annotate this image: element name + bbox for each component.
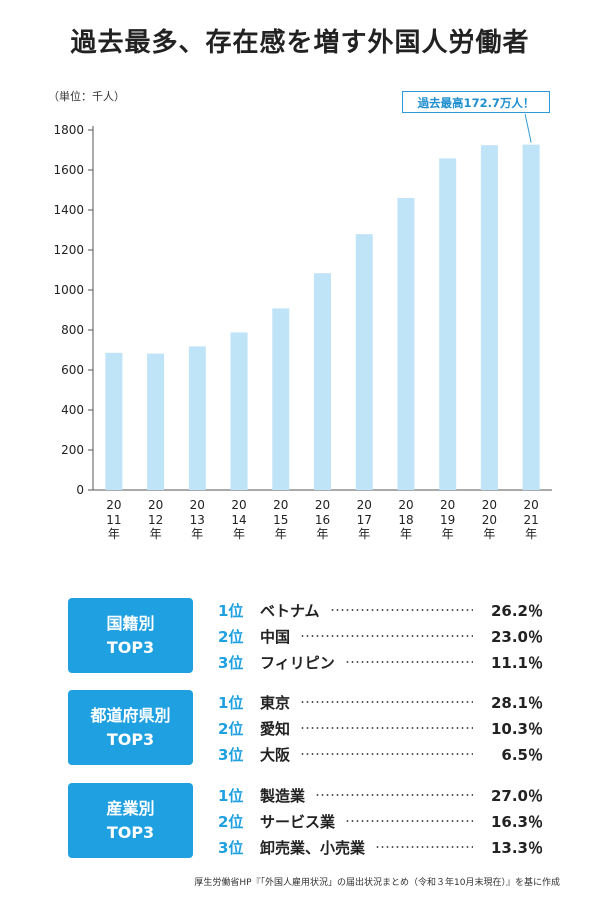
- x-tick-label: 2016年: [314, 498, 331, 541]
- ranking-row: 3位 フィリピン 11.1％: [218, 650, 543, 674]
- leader-dots: [375, 846, 473, 848]
- y-tick-label: 1200: [53, 243, 84, 257]
- bar: [314, 273, 331, 490]
- rank-value: 10.3％: [490, 719, 543, 738]
- x-tick-label: 2013年: [189, 498, 205, 541]
- rank-name: フィリピン: [260, 653, 335, 672]
- rank: 1位: [218, 693, 244, 712]
- rank-name: ベトナム: [260, 601, 320, 620]
- rank: 2位: [218, 719, 244, 738]
- rank-value: 13.3％: [490, 838, 543, 857]
- ranking-prefecture: 都道府県別 TOP3 1位 東京 28.1％ 2位 愛知 10.3％ 3位 大阪…: [68, 690, 558, 770]
- y-tick-label: 0: [76, 483, 84, 497]
- ranking-nationality: 国籍別 TOP3 1位 ベトナム 26.2％ 2位 中国 23.0％ 3位 フィ…: [68, 598, 558, 678]
- ranking-title: 都道府県別: [90, 705, 171, 725]
- x-tick-label: 2015年: [273, 498, 289, 541]
- y-tick-label: 1600: [53, 163, 84, 177]
- y-tick-label: 800: [61, 323, 84, 337]
- rank-value: 16.3％: [490, 812, 543, 831]
- rank-value: 6.5％: [501, 745, 543, 764]
- rank: 3位: [218, 653, 244, 672]
- ranking-row: 2位 サービス業 16.3％: [218, 809, 543, 833]
- leader-dots: [344, 661, 473, 663]
- ranking-title: 産業別: [106, 798, 155, 818]
- rank-value: 28.1％: [490, 693, 543, 712]
- rank: 1位: [218, 786, 244, 805]
- page-title: 過去最多、存在感を増す外国人労働者: [70, 28, 530, 58]
- rank-name: 大阪: [260, 745, 291, 764]
- bar: [522, 144, 540, 490]
- rank: 3位: [218, 838, 244, 857]
- rank: 2位: [218, 812, 244, 831]
- x-tick-label: 2021年: [523, 498, 539, 541]
- x-tick-label: 2019年: [440, 498, 456, 541]
- x-tick-label: 2018年: [398, 498, 414, 541]
- ranking-row: 3位 卸売業、小売業 13.3％: [218, 835, 543, 859]
- rank-name: サービス業: [260, 812, 336, 831]
- ranking-row: 1位 東京 28.1％: [218, 690, 543, 714]
- y-tick-label: 1800: [53, 123, 84, 137]
- x-tick-label: 2011年: [106, 498, 122, 541]
- rank-name: 卸売業、小売業: [260, 838, 366, 857]
- ranking-row: 2位 中国 23.0％: [218, 624, 543, 648]
- ranking-badge: 産業別 TOP3: [68, 783, 193, 858]
- ranking-row: 2位 愛知 10.3％: [218, 716, 543, 740]
- leader-dots: [300, 753, 473, 755]
- ranking-industry: 産業別 TOP3 1位 製造業 27.0％ 2位 サービス業 16.3％ 3位 …: [68, 783, 558, 863]
- ranking-badge: 国籍別 TOP3: [68, 598, 193, 673]
- bar: [188, 346, 206, 490]
- y-tick-label: 600: [61, 363, 84, 377]
- rank-value: 11.1％: [490, 653, 543, 672]
- leader-dots: [300, 701, 473, 703]
- y-tick-label: 400: [61, 403, 84, 417]
- bar: [147, 353, 165, 490]
- ranking-subtitle: TOP3: [106, 729, 155, 749]
- callout-pointer: [524, 113, 532, 143]
- bar: [355, 234, 373, 490]
- bar-chart: 0 200 400 600 800 1000 1200 1400 1600 1800: [53, 113, 552, 497]
- leader-dots: [300, 635, 473, 637]
- source-note: 厚生労働省HP『「外国人雇用状況」の届出状況まとめ（令和３年10月末現在）』を基…: [194, 878, 560, 888]
- rank-value: 26.2％: [490, 601, 543, 620]
- rank-name: 東京: [260, 693, 291, 712]
- rank-name: 愛知: [260, 719, 291, 738]
- bar: [397, 198, 415, 490]
- bar: [439, 158, 457, 490]
- max-callout: 過去最高172.7万人！: [402, 91, 550, 113]
- rank-name: 中国: [260, 627, 291, 646]
- rank-value: 27.0％: [490, 786, 543, 805]
- ranking-subtitle: TOP3: [106, 822, 155, 842]
- rank-value: 23.0％: [490, 627, 543, 646]
- bar: [480, 145, 498, 490]
- unit-label: （単位：千人）: [48, 90, 125, 103]
- rank: 2位: [218, 627, 244, 646]
- ranking-badge: 都道府県別 TOP3: [68, 690, 193, 765]
- ranking-title: 国籍別: [106, 613, 155, 633]
- y-tick-label: 1000: [53, 283, 84, 297]
- leader-dots: [315, 794, 473, 796]
- leader-dots: [300, 727, 473, 729]
- bar: [105, 352, 123, 490]
- x-axis-labels: 2011年 2012年 2013年 2014年 2015年 2016年 2017年 2018年…: [0, 498, 600, 578]
- leader-dots: [329, 609, 473, 611]
- x-tick-label: 2017年: [356, 498, 372, 541]
- y-tick-label: 1400: [53, 203, 84, 217]
- ranking-row: 1位 ベトナム 26.2％: [218, 598, 543, 622]
- leader-dots: [345, 820, 473, 822]
- bar: [230, 332, 248, 490]
- ranking-row: 1位 製造業 27.0％: [218, 783, 543, 807]
- x-tick-label: 2012年: [147, 498, 164, 541]
- x-tick-label: 2014年: [231, 498, 247, 541]
- ranking-row: 3位 大阪 6.5％: [218, 742, 543, 766]
- ranking-subtitle: TOP3: [106, 637, 155, 657]
- y-tick-label: 200: [61, 443, 84, 457]
- rank-name: 製造業: [260, 786, 306, 805]
- x-tick-label: 2020年: [481, 498, 498, 541]
- bar: [272, 308, 290, 490]
- rank: 1位: [218, 601, 244, 620]
- rank: 3位: [218, 745, 244, 764]
